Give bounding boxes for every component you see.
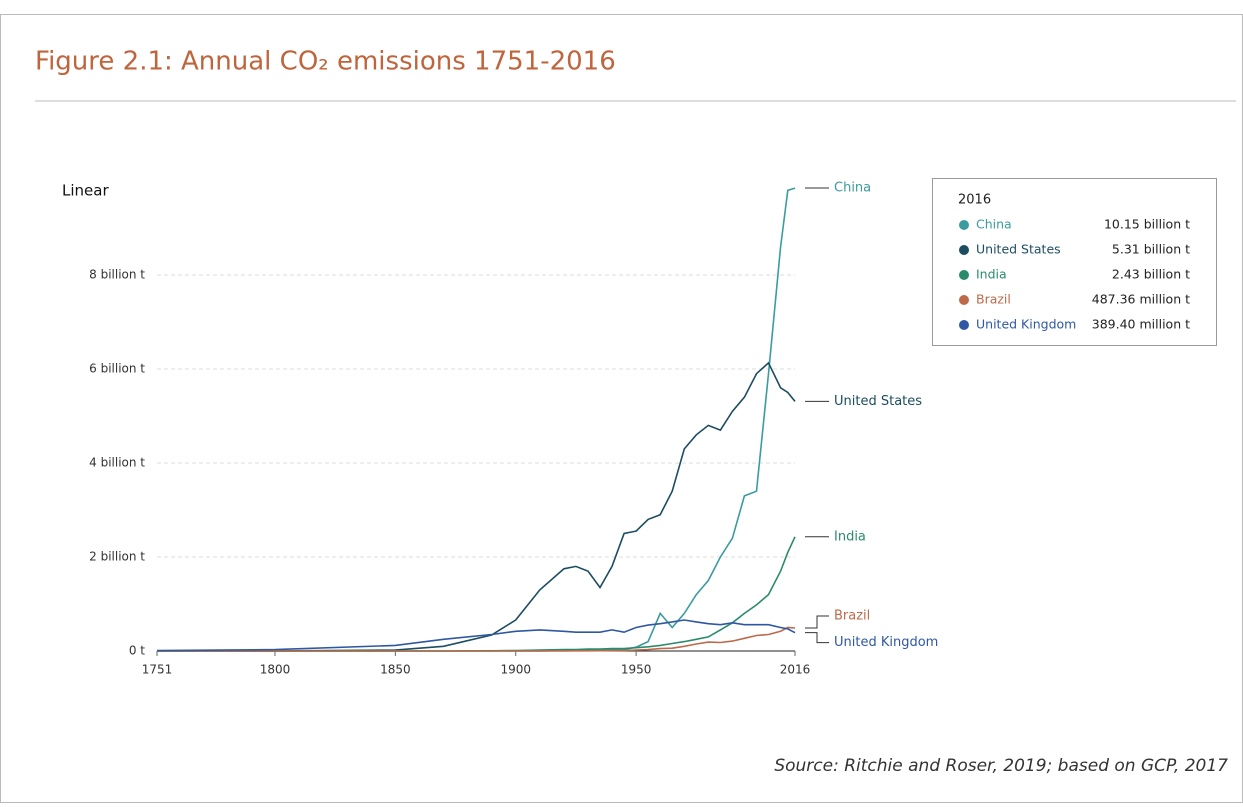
legend-dot xyxy=(959,295,969,305)
legend-label: Brazil xyxy=(976,292,1011,307)
series-line xyxy=(157,187,796,652)
series-line xyxy=(157,536,796,652)
subtitle: Linear xyxy=(62,182,109,200)
end-label-connector xyxy=(805,632,829,644)
legend-label: United States xyxy=(976,242,1061,257)
legend-label: India xyxy=(976,267,1007,282)
frame xyxy=(0,14,1243,803)
x-tick-label: 1850 xyxy=(380,663,411,677)
x-tick-label: 1900 xyxy=(500,663,531,677)
legend-title: 2016 xyxy=(958,193,991,208)
source: Source: Ritchie and Roser, 2019; based o… xyxy=(774,756,1228,776)
end-label: United States xyxy=(834,394,922,409)
y-tick-label: 6 billion t xyxy=(89,362,145,376)
x-tick-label: 1800 xyxy=(260,663,291,677)
legend-value: 389.40 million t xyxy=(1092,317,1190,332)
chart-title: Figure 2.1: Annual CO₂ emissions 1751-20… xyxy=(35,47,616,77)
series-line xyxy=(157,626,796,652)
legend-dot xyxy=(959,320,969,330)
x-tick-label: 2016 xyxy=(780,663,811,677)
series-line xyxy=(156,361,796,652)
legend-dot xyxy=(959,270,969,280)
y-tick-label: 0 t xyxy=(129,644,145,658)
end-label: India xyxy=(834,529,866,544)
end-label: China xyxy=(834,181,871,196)
legend-label: China xyxy=(976,217,1012,232)
legend-dot xyxy=(959,245,969,255)
end-label-connector xyxy=(805,615,829,629)
legend-value: 2.43 billion t xyxy=(1112,267,1190,282)
end-label: United Kingdom xyxy=(834,635,938,650)
legend-box xyxy=(932,178,1217,346)
x-tick-label: 1950 xyxy=(621,663,652,677)
legend-dot xyxy=(959,220,969,230)
legend-value: 487.36 million t xyxy=(1092,292,1190,307)
y-tick-label: 2 billion t xyxy=(89,550,145,564)
legend-label: United Kingdom xyxy=(976,317,1076,332)
y-tick-label: 4 billion t xyxy=(89,456,145,470)
x-tick-label: 1751 xyxy=(142,663,173,677)
legend-value: 5.31 billion t xyxy=(1112,242,1190,257)
y-tick-label: 8 billion t xyxy=(89,268,145,282)
legend-value: 10.15 billion t xyxy=(1104,217,1190,232)
series-line xyxy=(156,619,796,652)
end-label: Brazil xyxy=(834,608,870,623)
